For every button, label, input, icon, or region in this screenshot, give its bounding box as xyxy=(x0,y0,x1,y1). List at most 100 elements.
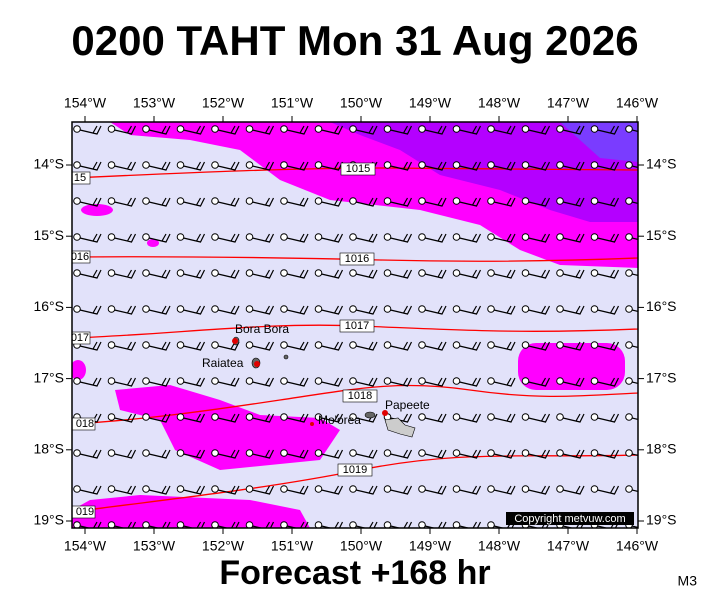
barb-station xyxy=(245,305,254,313)
wind-barb xyxy=(280,413,309,423)
wind-barb xyxy=(107,377,137,387)
barb-shaft xyxy=(459,305,482,315)
barb-station xyxy=(314,377,323,385)
wind-barb xyxy=(383,377,413,387)
barb-station xyxy=(349,305,357,313)
wind-barb xyxy=(245,449,275,459)
barb-station xyxy=(314,485,323,493)
wind-barb xyxy=(418,197,447,207)
barb-shaft xyxy=(424,233,447,243)
barb-shaft xyxy=(148,233,171,243)
barb-shaft xyxy=(252,377,275,387)
barb-shaft xyxy=(597,197,620,207)
barb-shaft xyxy=(286,485,309,495)
barb-station xyxy=(107,485,116,493)
wind-barb xyxy=(211,377,240,387)
barb-station xyxy=(245,449,254,457)
wind-barb xyxy=(487,413,516,423)
barb-station xyxy=(211,125,219,133)
barb-shaft xyxy=(424,197,447,207)
barb-shaft xyxy=(493,197,516,207)
wind-barb xyxy=(280,377,309,387)
wind-barb xyxy=(556,125,585,135)
barb-shaft xyxy=(424,485,447,495)
barb-station xyxy=(349,521,357,528)
barb-shaft xyxy=(424,305,447,315)
wind-barb xyxy=(245,161,275,171)
wind-barb xyxy=(521,125,551,135)
wind-barb xyxy=(418,485,447,495)
forecast-label: Forecast +168 hr xyxy=(219,554,490,592)
barb-shaft xyxy=(114,485,137,495)
barb-shaft xyxy=(562,377,585,387)
barb-station xyxy=(314,521,323,528)
wind-barb xyxy=(142,341,171,351)
barb-shaft xyxy=(355,233,378,243)
wind-barb xyxy=(452,341,482,351)
barb-shaft xyxy=(79,305,102,315)
barb-station xyxy=(487,413,495,421)
barb-station xyxy=(556,413,564,421)
barb-station xyxy=(211,377,219,385)
wind-barb xyxy=(556,233,585,243)
barb-station xyxy=(625,485,633,493)
barb-station xyxy=(280,341,288,349)
lon-label: 154°W xyxy=(64,95,107,111)
barb-shaft xyxy=(459,161,482,171)
barb-station xyxy=(211,449,219,457)
barb-station xyxy=(556,485,564,493)
barb-station xyxy=(280,161,288,169)
wind-barb xyxy=(211,269,240,279)
barb-station xyxy=(452,377,461,385)
barb-station xyxy=(487,521,495,528)
barb-station xyxy=(487,341,495,349)
barb-station xyxy=(383,341,392,349)
wind-barb xyxy=(590,413,620,423)
wind-barb xyxy=(349,485,378,495)
isobar-label: 1018 xyxy=(348,390,372,402)
barb-shaft xyxy=(183,125,206,135)
wind-barb xyxy=(383,449,413,459)
barb-station xyxy=(73,233,81,241)
barb-station xyxy=(521,125,530,133)
barb-shaft xyxy=(217,161,240,171)
wind-barb xyxy=(556,413,585,423)
lat-label: 19°S xyxy=(33,512,64,528)
barb-station xyxy=(176,197,185,205)
barb-shaft xyxy=(424,341,447,351)
barb-shaft xyxy=(252,485,275,495)
barb-shaft xyxy=(252,233,275,243)
wind-barb xyxy=(142,125,171,135)
lon-label: 147°W xyxy=(547,95,590,111)
isobar-label: 016 xyxy=(71,251,89,263)
barb-station xyxy=(142,449,150,457)
barb-station xyxy=(625,449,633,457)
barb-station xyxy=(418,269,426,277)
barb-shaft xyxy=(217,305,240,315)
wind-barb xyxy=(349,305,378,315)
barb-station xyxy=(314,341,323,349)
barb-station xyxy=(107,305,116,313)
barb-station xyxy=(625,161,633,169)
wind-barb xyxy=(176,125,206,135)
barb-station xyxy=(245,125,254,133)
wind-barb xyxy=(590,161,620,171)
barb-shaft xyxy=(321,125,344,135)
wind-barb xyxy=(142,305,171,315)
barb-shaft xyxy=(79,269,102,279)
barb-shaft xyxy=(597,305,620,315)
barb-station xyxy=(280,485,288,493)
wind-barb xyxy=(107,197,137,207)
wind-barb xyxy=(142,197,171,207)
barb-shaft xyxy=(597,377,620,387)
wind-barb xyxy=(625,341,638,349)
wind-barb xyxy=(280,125,309,135)
barb-station xyxy=(176,449,185,457)
barb-station xyxy=(349,125,357,133)
barb-shaft xyxy=(148,197,171,207)
barb-station xyxy=(452,521,461,528)
barb-station xyxy=(73,521,81,528)
barb-shaft xyxy=(562,161,585,171)
barb-station xyxy=(142,269,150,277)
barb-station xyxy=(280,269,288,277)
